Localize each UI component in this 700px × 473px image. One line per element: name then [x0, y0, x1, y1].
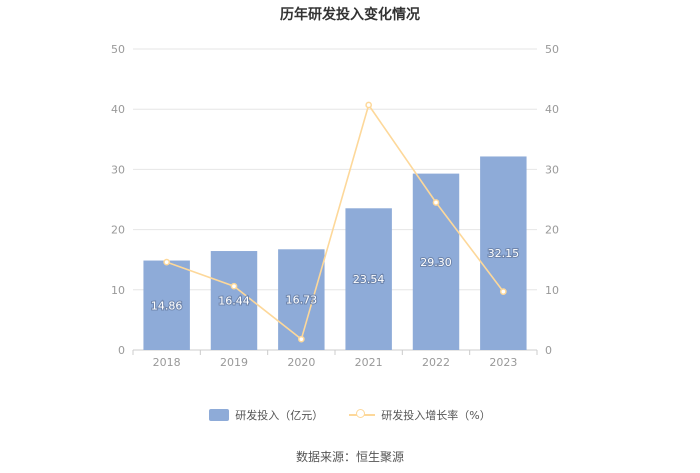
y-left-tick-label: 40 — [111, 103, 125, 116]
y-left-tick-label: 30 — [111, 163, 125, 176]
legend-label-bar: 研发投入（亿元） — [235, 409, 324, 422]
bar — [143, 260, 190, 350]
bar-value-label: 29.30 — [420, 256, 452, 269]
bar — [210, 251, 258, 350]
growth-point — [499, 288, 507, 295]
bar-value-label: 16.73 — [286, 294, 318, 307]
x-tick-label: 2022 — [422, 356, 450, 369]
y-left-tick-label: 0 — [118, 344, 125, 357]
bar-value-label: 16.44 — [218, 295, 250, 308]
y-right-tick-label: 10 — [545, 284, 559, 297]
bar-value-label: 32.15 — [488, 247, 520, 260]
growth-point — [297, 335, 305, 343]
y-right-tick-label: 0 — [545, 344, 552, 357]
bar — [345, 208, 392, 350]
bar-value-label: 14.86 — [151, 299, 183, 312]
y-left-tick-label: 10 — [111, 284, 125, 297]
growth-line — [166, 103, 504, 341]
bar — [480, 156, 527, 350]
x-tick-label: 2020 — [287, 356, 315, 369]
x-tick-label: 2019 — [220, 356, 248, 369]
legend-bar-swatch — [209, 409, 230, 421]
legend-item-bar[interactable]: 研发投入（亿元） — [209, 407, 323, 423]
y-right-tick-label: 20 — [545, 224, 559, 237]
x-tick-label: 2023 — [489, 356, 517, 369]
legend-item-line[interactable]: 研发投入增长率（%） — [349, 407, 491, 423]
source-note: 数据来源：恒生聚源 — [295, 450, 404, 464]
chart-title: 历年研发投入变化情况 — [280, 7, 420, 23]
growth-point — [163, 258, 171, 266]
legend-line-swatch — [349, 409, 376, 421]
growth-point — [230, 282, 238, 290]
y-right-tick-label: 50 — [545, 43, 559, 56]
bar — [278, 249, 325, 350]
legend: 研发投入（亿元） 研发投入增长率（%） — [0, 407, 700, 423]
growth-point — [365, 101, 373, 109]
x-tick-label: 2021 — [355, 356, 383, 369]
bar-value-label: 23.54 — [353, 273, 385, 286]
growth-point — [432, 199, 440, 206]
y-right-tick-label: 40 — [545, 103, 559, 116]
legend-label-line: 研发投入增长率（%） — [381, 409, 491, 422]
x-tick-label: 2018 — [153, 356, 181, 369]
y-left-tick-label: 50 — [111, 43, 125, 56]
y-left-tick-label: 20 — [111, 224, 125, 237]
y-right-tick-label: 30 — [545, 163, 559, 176]
